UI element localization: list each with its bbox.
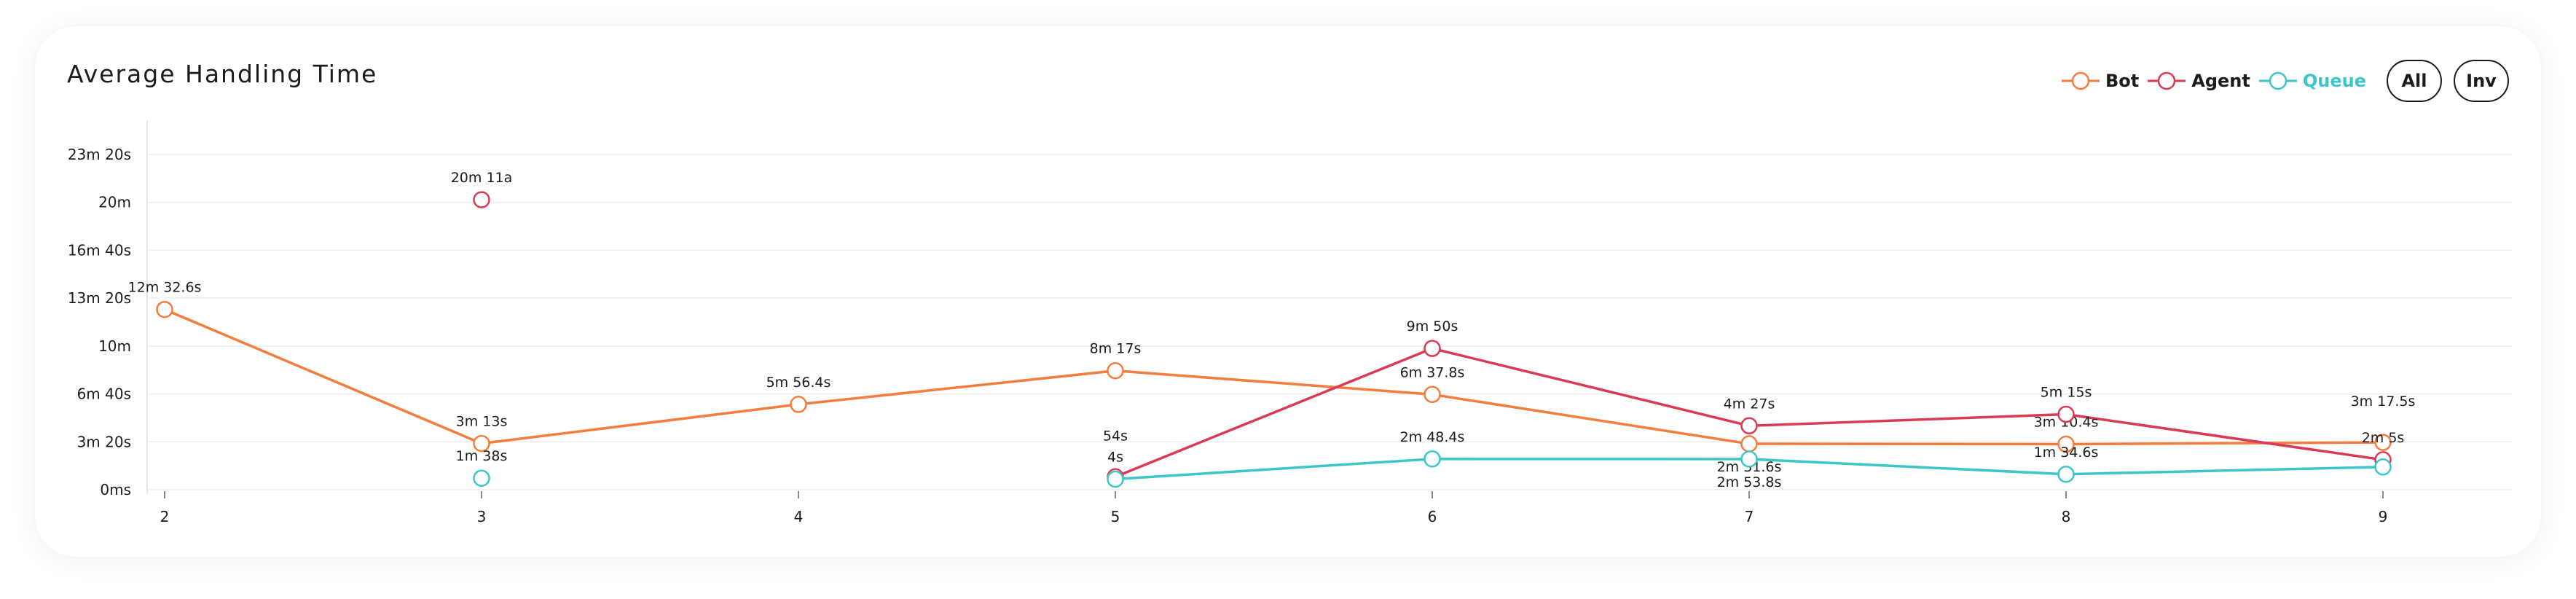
all-button[interactable]: All: [2387, 60, 2442, 102]
data-label-bot: 12m 32.6s: [128, 280, 202, 296]
x-tick-label: 2: [160, 508, 170, 525]
data-label-queue: 4s: [1107, 450, 1123, 466]
data-point-bot: [1740, 435, 1758, 453]
x-tick-label: 4: [794, 508, 804, 525]
data-label-agent: 5m 15s: [2041, 385, 2092, 401]
data-label-bot: 3m 17.5s: [2351, 394, 2416, 410]
data-point-queue: [473, 469, 490, 487]
x-tick-label: 7: [1745, 508, 1754, 525]
legend-item-bot[interactable]: Bot: [2062, 70, 2139, 92]
data-label-agent: 2m 5s: [2362, 430, 2405, 446]
y-tick-label: 23m 20s: [68, 146, 131, 163]
chart-title: Average Handling Time: [67, 60, 378, 88]
legend-bot-swatch-icon: [2062, 71, 2100, 90]
data-point-bot: [2057, 435, 2075, 453]
data-point-queue: [2057, 466, 2075, 483]
data-label-agent: 9m 50s: [1407, 318, 1458, 334]
data-point-queue: [2374, 458, 2392, 476]
legend-label-queue: Queue: [2302, 71, 2366, 91]
data-point-queue: [1424, 450, 1441, 468]
data-label-bot: 5m 56.4s: [766, 375, 831, 391]
data-point-bot: [2374, 434, 2392, 451]
y-tick-label: 13m 20s: [68, 289, 131, 307]
x-tick-label: 6: [1428, 508, 1437, 525]
y-tick-label: 10m: [98, 337, 131, 355]
data-label-queue: 1m 34.6s: [2034, 445, 2099, 461]
data-label-queue: 1m 38s: [456, 448, 508, 464]
data-point-agent: [1740, 417, 1758, 435]
data-label-bot: 8m 17s: [1090, 341, 1142, 357]
data-point-agent: [1424, 340, 1441, 357]
chart-card: Average Handling Time Bot Agent Queue Al…: [35, 26, 2541, 557]
x-tick-label: 5: [1111, 508, 1120, 525]
legend-item-agent[interactable]: Agent: [2148, 70, 2250, 92]
y-tick-label: 3m 20s: [77, 433, 131, 450]
data-label-bot: 3m 13s: [456, 414, 508, 430]
series-line-bot: [164, 308, 2384, 446]
data-label-bot: 6m 37.8s: [1400, 364, 1465, 380]
y-tick-label: 20m: [98, 194, 131, 211]
y-tick-label: 16m 40s: [68, 241, 131, 259]
x-tick-label: 3: [477, 508, 487, 525]
data-point-bot: [790, 396, 807, 413]
legend-queue-swatch-icon: [2258, 71, 2297, 90]
legend-item-queue[interactable]: Queue: [2258, 70, 2366, 92]
inv-button[interactable]: Inv: [2454, 60, 2509, 102]
x-tick-label: 8: [2062, 508, 2071, 525]
legend-label-bot: Bot: [2105, 71, 2140, 91]
legend-label-agent: Agent: [2191, 71, 2250, 91]
data-label-queue: 2m 48.4s: [1400, 429, 1465, 445]
legend-agent-swatch-icon: [2148, 71, 2186, 90]
x-tick-label: 9: [2379, 508, 2388, 525]
chart-legend: Bot Agent Queue All Inv: [2062, 60, 2509, 102]
data-point-agent: [2057, 405, 2075, 423]
data-point-queue: [1107, 470, 1124, 488]
data-label-queue: 2m 53.8s: [1717, 474, 1782, 490]
data-label-agent: 4m 27s: [1724, 396, 1775, 412]
data-point-bot: [1424, 385, 1441, 404]
data-point-bot: [473, 434, 490, 453]
data-point-queue: [1740, 450, 1758, 468]
y-tick-label: 0ms: [100, 481, 131, 498]
y-tick-label: 6m 40s: [77, 385, 131, 403]
data-label-agent: 54s: [1103, 428, 1128, 444]
data-point-bot: [156, 300, 173, 318]
data-point-bot: [1107, 361, 1124, 380]
line-chart: 0ms 3m 20s 6m 40s 10m 13m 20s 16m 40s 20m 23m 2…: [68, 121, 2512, 525]
data-point-agent: [473, 191, 490, 208]
data-label-agent: 20m 11a: [451, 170, 513, 186]
